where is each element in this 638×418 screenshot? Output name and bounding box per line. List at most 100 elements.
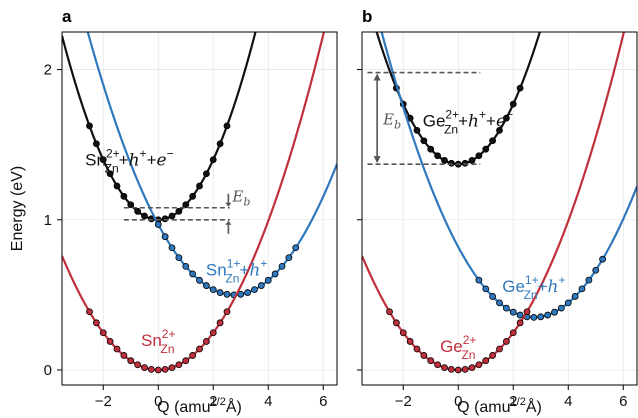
y-axis-title: Energy (eV)	[9, 166, 26, 251]
series-1-point-5	[189, 270, 197, 278]
series-2-point-0	[86, 308, 93, 316]
series-2-point-4	[113, 345, 121, 353]
series-0-label: Ge2+ Zn+h++e−	[423, 108, 513, 137]
plot-frame	[61, 31, 338, 386]
series-0-point-16	[196, 182, 203, 190]
series-label-sup: 2+	[445, 108, 459, 122]
x-axis-title-sup: 1/2	[511, 396, 526, 408]
x-tick-label-4: 6	[619, 393, 627, 410]
series-0-point-15	[496, 126, 503, 134]
plot-frame	[361, 31, 638, 386]
series-0-point-1	[92, 140, 100, 148]
series-label-sub: Zn	[160, 342, 174, 356]
series-0-point-2	[99, 156, 107, 164]
series-2-point-19	[216, 319, 224, 327]
series-0-point-12	[168, 212, 176, 220]
x-axis-title-end: Å)	[526, 397, 542, 416]
eb-label-sub: b	[243, 196, 250, 209]
series-1-point-3	[496, 299, 503, 307]
series-2-point-9	[147, 365, 155, 373]
x-tick-label-3: 4	[264, 393, 272, 410]
series-2-point-10	[454, 366, 462, 374]
series-label-sup: 2+	[463, 333, 477, 347]
series-1-point-18	[599, 255, 607, 263]
eb-label: Eb	[231, 188, 250, 209]
series-1-point-0	[475, 276, 483, 284]
series-0-point-13	[482, 145, 490, 153]
series-1-point-2	[168, 244, 176, 252]
series-1-point-12	[557, 304, 565, 312]
series-2-point-17	[202, 338, 210, 345]
series-0-point-7	[441, 157, 448, 164]
eb-label-main: E	[231, 188, 243, 206]
series-0-point-19	[216, 140, 224, 148]
series-label-sup: 1+	[227, 256, 241, 270]
series-2-point-5	[420, 352, 428, 359]
series-2-point-11	[461, 365, 469, 373]
x-axis-title-main: Q (amu	[457, 399, 510, 416]
series-0-point-18	[516, 84, 524, 92]
x-tick-label-2: 2	[509, 393, 517, 410]
series-2-point-0	[386, 308, 393, 316]
series-1-point-6	[196, 276, 203, 284]
series-0-point-20	[223, 122, 231, 130]
series-2-point-15	[189, 352, 197, 359]
series-0-point-11	[468, 157, 476, 164]
series-2-label: Sn2+ Zn	[141, 327, 175, 356]
series-label-sup: 2+	[106, 147, 120, 161]
series-2-point-2	[99, 329, 107, 337]
series-0-point-4	[113, 182, 121, 190]
series-label-suffix-2: +	[140, 147, 147, 161]
series-label-suffix-1: h	[129, 151, 140, 171]
series-0-point-0	[86, 122, 93, 130]
series-label-suffix-4: e	[157, 151, 167, 171]
series-label-suffix-1: h	[468, 112, 479, 132]
series-1-point-4	[182, 262, 190, 270]
series-2-point-8	[141, 364, 148, 372]
series-1-point-5	[509, 308, 517, 316]
series-2-point-10	[154, 366, 162, 374]
series-1-point-6	[516, 311, 524, 319]
series-2-point-13	[175, 361, 183, 369]
x-tick-label-3: 4	[564, 393, 572, 410]
series-label-suffix-3: +	[147, 151, 157, 170]
panel-letter: b	[362, 7, 372, 26]
series-label-suffix-4: e	[496, 112, 506, 132]
series-0-point-8	[447, 159, 455, 167]
series-0-point-4	[420, 137, 428, 145]
x-tick-label-1: 0	[154, 393, 162, 410]
series-2-point-6	[127, 357, 135, 365]
series-label-suffix-3: +	[486, 112, 496, 131]
series-1-point-19	[285, 254, 293, 262]
series-1-point-10	[544, 311, 552, 319]
series-2-point-8	[441, 364, 448, 372]
series-2-point-18	[509, 329, 517, 337]
series-2-point-6	[427, 357, 435, 365]
series-1-point-17	[271, 270, 279, 278]
series-1-point-8	[530, 314, 538, 321]
series-2-point-3	[106, 338, 114, 345]
series-0-point-10	[461, 159, 469, 167]
x-axis-title: Q (amu1/2Å)	[157, 396, 242, 416]
series-1-point-2	[489, 293, 497, 300]
series-label-sub: Zn	[444, 123, 458, 137]
series-label-sup: 1+	[525, 273, 539, 287]
series-1-point-13	[564, 299, 572, 307]
series-label-sub: Zn	[105, 162, 119, 176]
series-0-point-5	[427, 145, 435, 153]
series-label-name: Ge	[423, 112, 446, 131]
eb-label-sub: b	[394, 118, 401, 131]
series-0-point-14	[182, 201, 190, 209]
x-axis-title-sup: 1/2	[211, 396, 226, 408]
series-label-suffix-2: +	[559, 273, 566, 287]
series-1-point-14	[571, 293, 579, 300]
series-2-point-14	[182, 357, 190, 365]
series-0-label: Sn2+ Zn+h++e−	[85, 147, 173, 176]
series-1-point-16	[264, 276, 272, 284]
eb-arrowhead-bottom	[373, 156, 381, 164]
series-2-point-15	[489, 352, 497, 359]
series-0-point-13	[175, 207, 183, 215]
series-2-point-7	[434, 361, 442, 369]
series-0-point-3	[106, 170, 114, 178]
